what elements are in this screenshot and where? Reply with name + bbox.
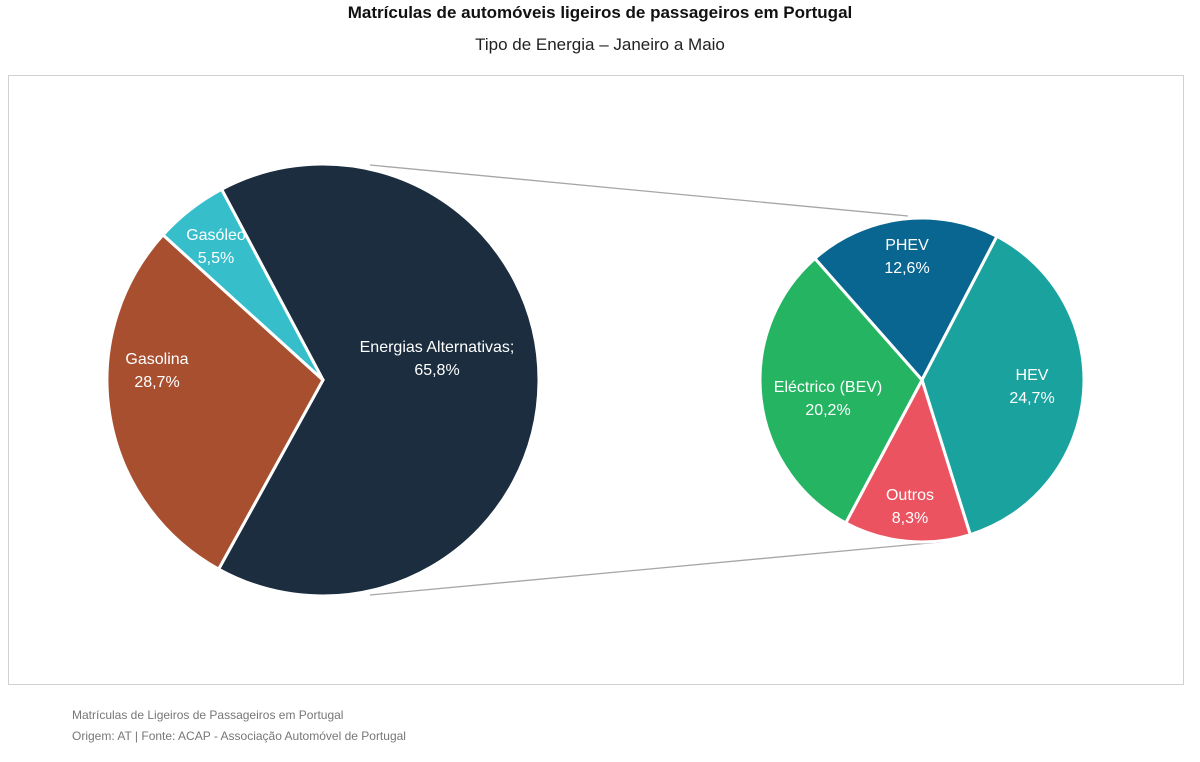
- main-pie-value-1: 28,7%: [134, 374, 179, 391]
- main-pie-slice-1: [105, 232, 325, 572]
- secondary-pie-value-3: 20,2%: [805, 402, 850, 419]
- connector-line-bottom: [369, 541, 941, 596]
- secondary-pie-slice-2: [843, 376, 973, 544]
- footer-note: Matrículas de Ligeiros de Passageiros em…: [72, 708, 344, 722]
- secondary-pie-label-2: Outros: [886, 487, 934, 504]
- connector-line-top: [369, 164, 909, 217]
- main-pie-slice-0: [216, 162, 541, 598]
- secondary-pie-slice-1: [920, 234, 1086, 537]
- main-pie-value-2: 5,5%: [198, 250, 234, 267]
- secondary-pie-slice-3: [758, 256, 924, 525]
- secondary-pie-slice-0: [812, 216, 999, 383]
- main-pie-label-2: Gasóleo: [186, 227, 246, 244]
- secondary-pie-label-1: HEV: [1016, 367, 1049, 384]
- secondary-pie-label-0: PHEV: [885, 237, 929, 254]
- secondary-pie-value-0: 12,6%: [884, 260, 929, 277]
- secondary-pie-value-1: 24,7%: [1009, 390, 1054, 407]
- footer-source: Origem: AT | Fonte: ACAP - Associação Au…: [72, 729, 406, 743]
- main-pie-label-0: Energias Alternativas;: [360, 339, 515, 356]
- secondary-pie-value-2: 8,3%: [892, 510, 928, 527]
- main-pie-label-1: Gasolina: [125, 351, 188, 368]
- chart-subtitle: Tipo de Energia – Janeiro a Maio: [475, 35, 725, 54]
- chart-title: Matrículas de automóveis ligeiros de pas…: [347, 3, 853, 22]
- chart-area: [8, 75, 1184, 685]
- main-pie-value-0: 65,8%: [414, 362, 459, 379]
- main-pie-slice-2: [160, 187, 325, 382]
- secondary-pie-label-3: Eléctrico (BEV): [774, 379, 882, 396]
